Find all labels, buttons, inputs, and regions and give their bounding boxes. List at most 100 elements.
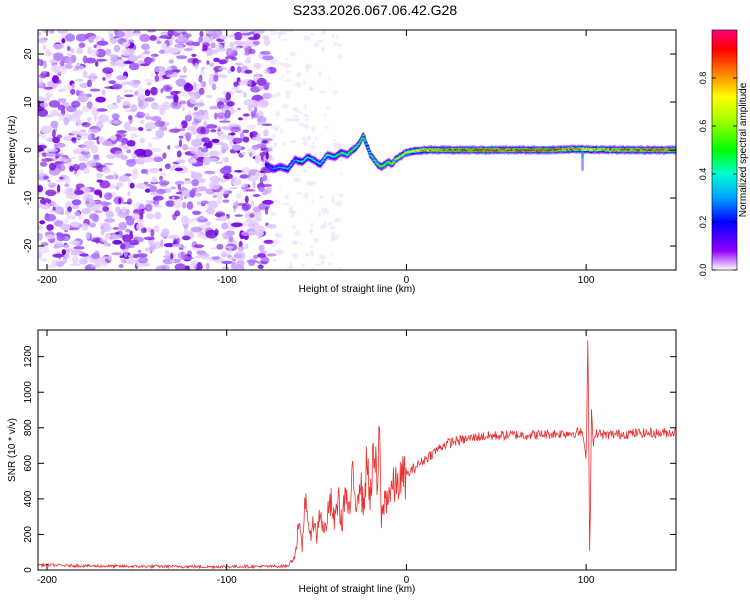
noise-blob <box>130 104 138 112</box>
noise-blob <box>331 237 336 242</box>
noise-blob <box>257 85 264 91</box>
noise-blob <box>219 74 228 78</box>
noise-blob <box>184 265 191 270</box>
noise-blob <box>38 142 46 146</box>
ridge-mark <box>322 159 325 161</box>
noise-blob <box>96 172 104 179</box>
noise-blob <box>309 33 316 36</box>
noise-blob <box>302 168 308 173</box>
noise-blob <box>156 40 162 45</box>
noise-blob <box>103 241 109 246</box>
ridge-mark <box>291 161 295 163</box>
noise-blob <box>168 59 175 64</box>
noise-blob <box>174 180 185 185</box>
noise-blob <box>150 86 158 96</box>
noise-blob <box>164 70 174 75</box>
noise-blob <box>224 56 229 64</box>
noise-blob <box>189 95 197 105</box>
noise-blob <box>57 98 67 103</box>
noise-blob <box>118 264 124 268</box>
noise-blob <box>99 222 112 227</box>
ridge-mark <box>364 140 367 142</box>
noise-blob <box>114 231 120 235</box>
noise-blob <box>74 190 84 195</box>
noise-blob <box>248 48 256 55</box>
noise-blob <box>309 245 314 248</box>
noise-blob <box>337 43 343 47</box>
noise-blob <box>45 153 57 157</box>
noise-blob <box>225 230 235 237</box>
noise-blob <box>45 92 54 98</box>
noise-blob <box>272 239 280 244</box>
noise-blob <box>161 42 168 50</box>
noise-blob <box>328 76 331 82</box>
noise-blob <box>191 41 201 47</box>
noise-blob <box>46 224 54 231</box>
noise-blob <box>190 158 197 164</box>
noise-blob <box>215 43 224 52</box>
noise-blob <box>121 41 131 47</box>
noise-blob <box>71 83 75 89</box>
noise-blob <box>143 50 151 55</box>
noise-blob <box>304 104 307 110</box>
noise-blob <box>311 267 316 270</box>
noise-blob <box>89 49 99 57</box>
noise-blob <box>332 139 337 142</box>
noise-blob <box>120 243 126 250</box>
noise-blob <box>118 144 128 148</box>
noise-blob <box>160 239 164 248</box>
noise-blob <box>285 118 293 122</box>
noise-blob <box>121 206 127 214</box>
noise-blob <box>224 109 231 119</box>
noise-blob <box>128 55 139 62</box>
noise-blob <box>200 67 205 76</box>
noise-blob <box>103 192 113 200</box>
noise-blob <box>169 84 174 88</box>
noise-blob <box>285 93 290 99</box>
noise-blob <box>52 253 64 258</box>
noise-blob <box>47 148 59 153</box>
noise-blob <box>271 242 277 247</box>
noise-blob <box>112 239 123 245</box>
noise-blob <box>263 68 271 75</box>
noise-blob <box>331 199 336 204</box>
noise-blob <box>143 79 154 82</box>
noise-blob <box>65 215 77 220</box>
noise-blob <box>45 202 49 206</box>
noise-blob <box>69 240 80 245</box>
noise-blob <box>154 74 160 83</box>
noise-blob <box>301 263 306 268</box>
noise-blob <box>155 265 167 270</box>
noise-blob <box>139 63 150 67</box>
spectrogram-x-label: Height of straight line (km) <box>299 284 416 295</box>
noise-blob <box>216 243 224 250</box>
noise-blob <box>208 181 220 190</box>
noise-blob <box>263 129 269 137</box>
noise-blob <box>192 111 204 120</box>
noise-blob <box>183 83 194 92</box>
noise-blob <box>242 113 250 117</box>
noise-blob <box>178 139 183 148</box>
noise-blob <box>248 79 252 87</box>
noise-blob <box>266 178 270 185</box>
noise-blob <box>103 162 114 166</box>
noise-blob <box>159 49 166 54</box>
noise-blob <box>207 140 213 149</box>
noise-blob <box>198 36 203 43</box>
noise-blob <box>127 198 132 205</box>
noise-blob <box>71 137 77 143</box>
snr-y-tick-label: 200 <box>23 526 34 543</box>
noise-blob <box>339 158 343 162</box>
noise-blob <box>211 30 223 38</box>
colorbar-tick-label: 0.0 <box>698 264 708 277</box>
noise-blob <box>196 201 201 206</box>
noise-blob <box>113 170 118 179</box>
noise-blob <box>127 190 131 197</box>
noise-blob <box>136 253 148 258</box>
noise-blob <box>71 156 76 160</box>
noise-blob <box>85 231 91 240</box>
noise-blob <box>112 83 123 90</box>
ridge-mark <box>358 141 362 143</box>
noise-blob <box>278 172 285 175</box>
noise-blob <box>91 110 99 116</box>
